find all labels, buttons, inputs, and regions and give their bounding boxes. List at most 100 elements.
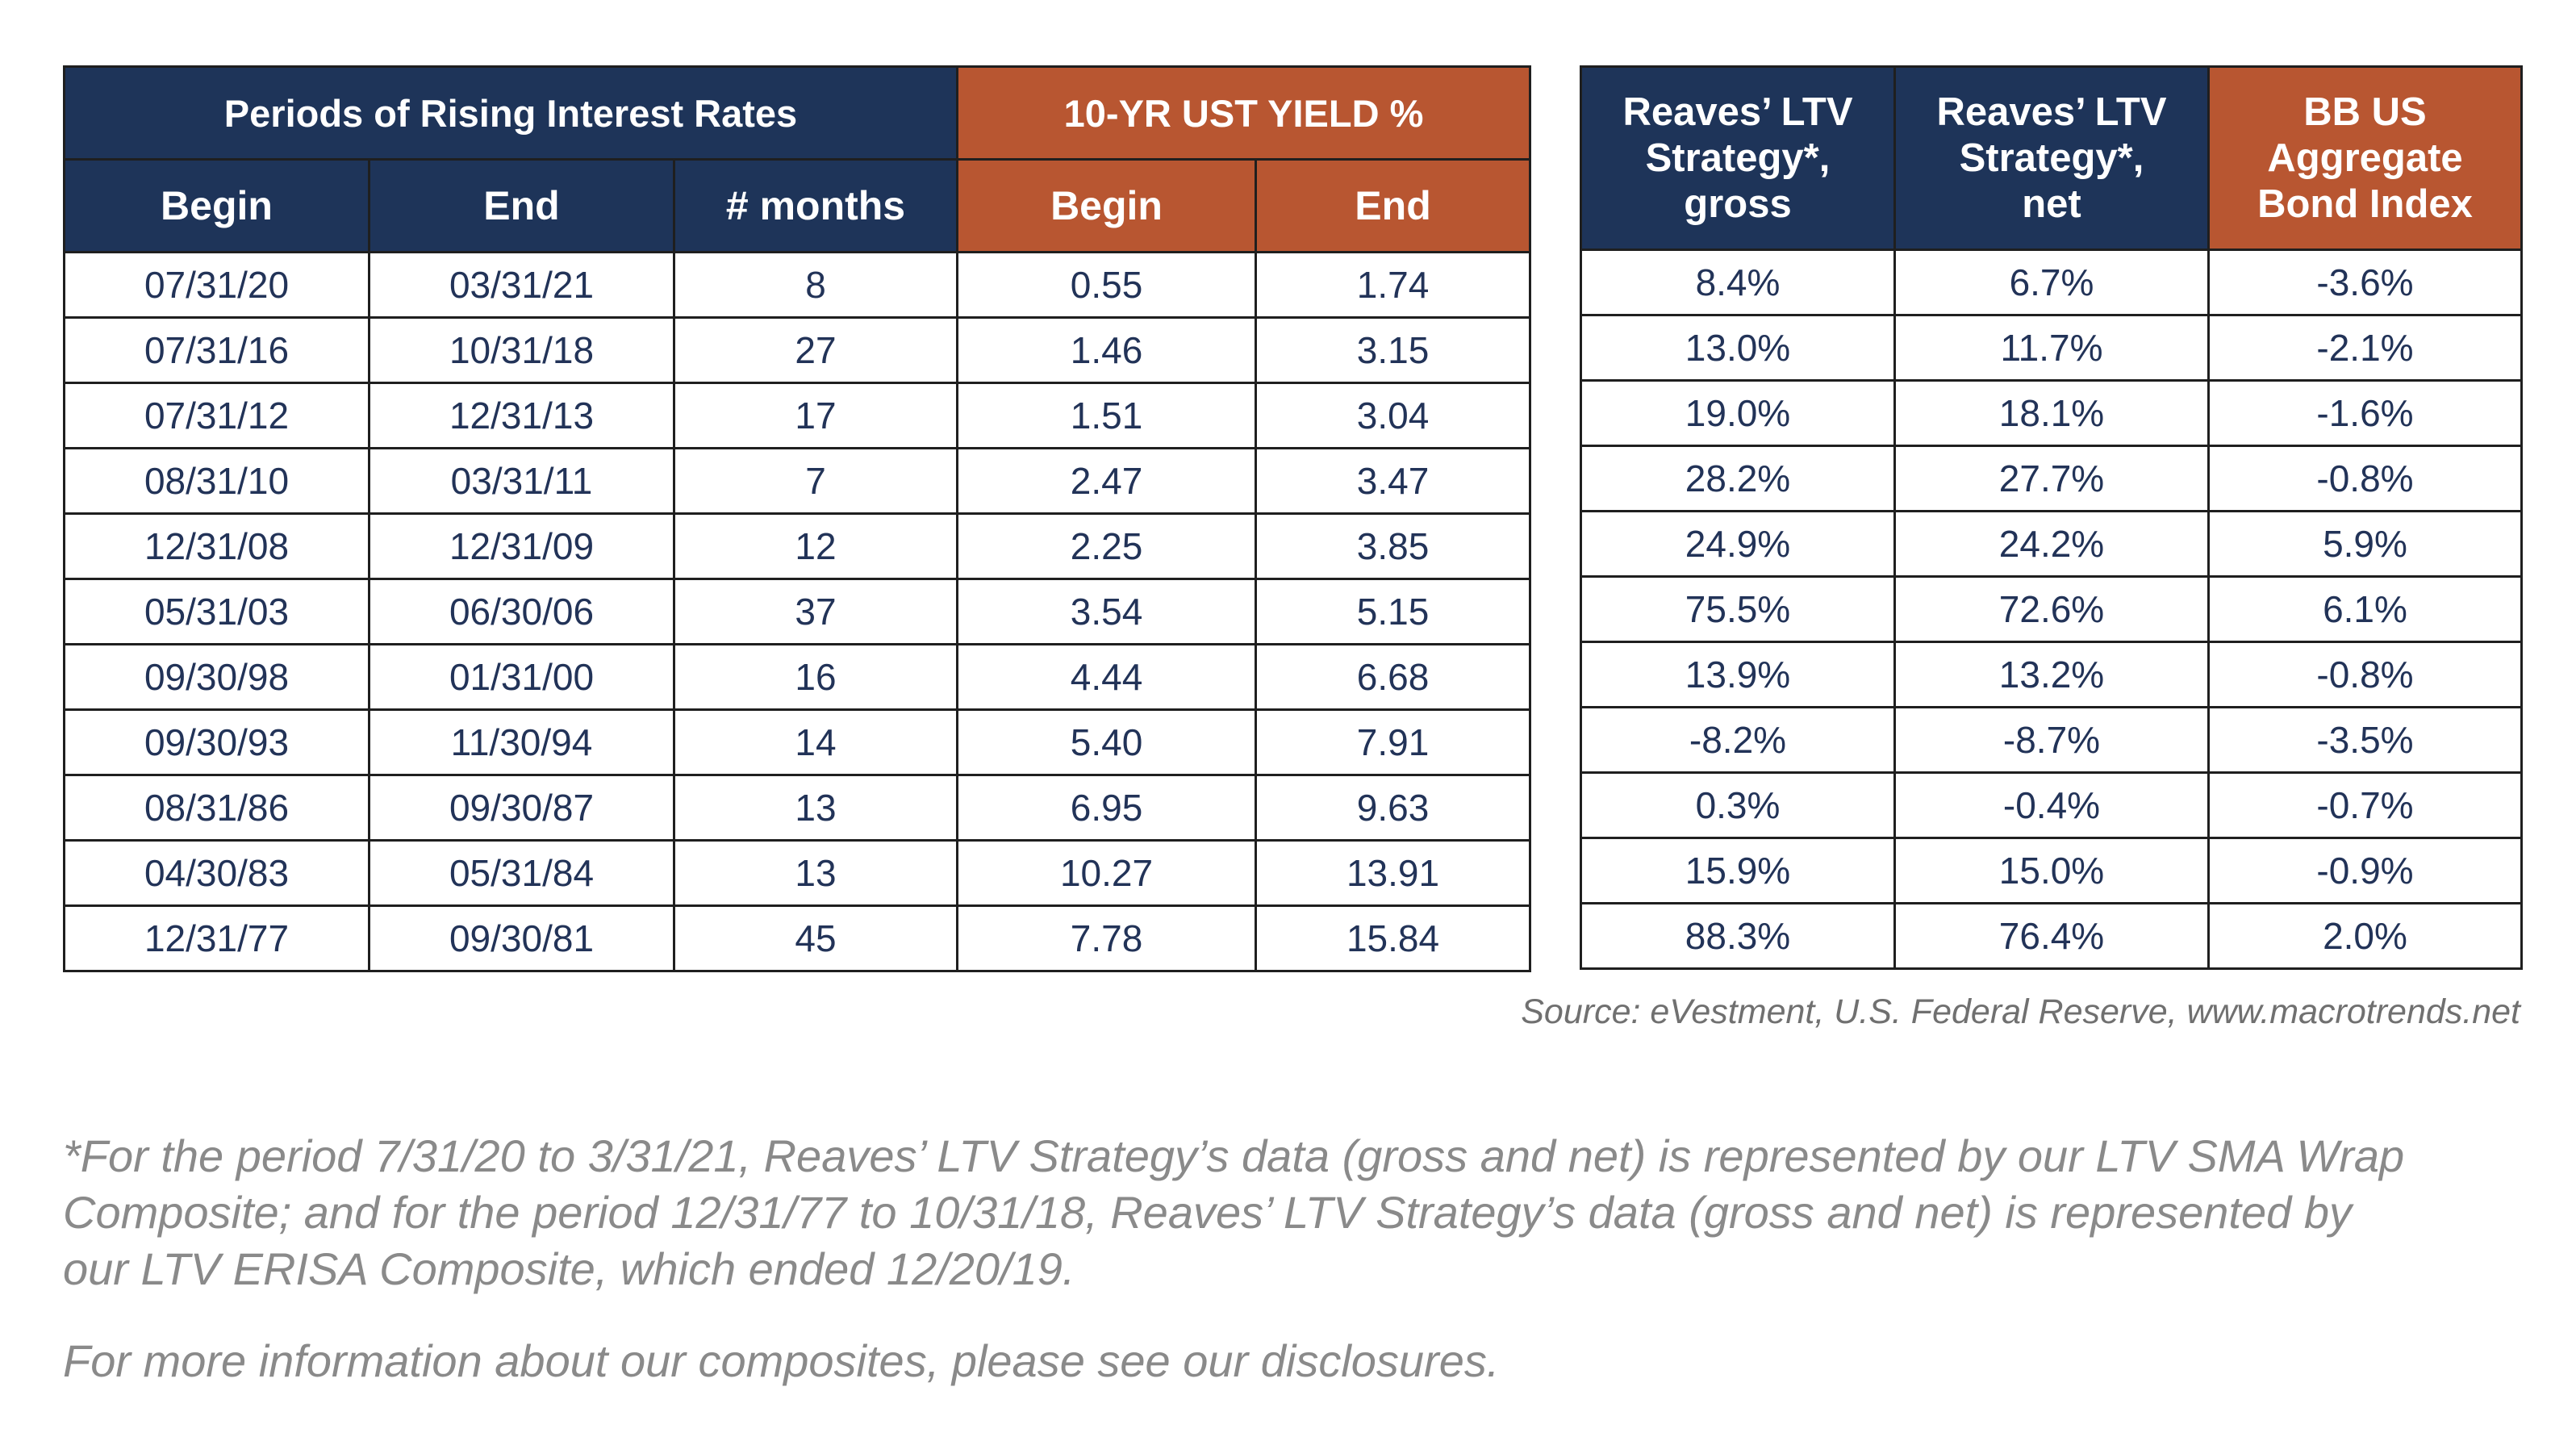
table-cell: 18.1% <box>1893 379 2210 447</box>
return-row: 15.9% 15.0% -0.9% <box>1580 837 2523 904</box>
table-cell: 45 <box>672 904 959 972</box>
table-cell: 17 <box>672 382 959 449</box>
table-cell: 2.0% <box>2207 902 2523 970</box>
end-date-header: End <box>368 158 675 253</box>
table-cell: -0.8% <box>2207 641 2523 708</box>
table-cell: 5.40 <box>956 708 1258 776</box>
table-cell: -3.6% <box>2207 249 2523 316</box>
table-cell: 72.6% <box>1893 575 2210 643</box>
table-cell: -0.4% <box>1893 771 2210 839</box>
table-cell: 04/30/83 <box>63 839 370 907</box>
table-cell: 12 <box>672 512 959 580</box>
rate-period-row: 07/31/12 12/31/13 17 1.51 3.04 <box>63 382 1532 449</box>
table-cell: 12/31/13 <box>368 382 675 449</box>
table-cell: 07/31/20 <box>63 251 370 319</box>
table-cell: 3.54 <box>956 578 1258 645</box>
rate-period-row: 09/30/98 01/31/00 16 4.44 6.68 <box>63 643 1532 711</box>
table-cell: 7.78 <box>956 904 1258 972</box>
table-cell: 14 <box>672 708 959 776</box>
ltv-gross-header-text: Reaves’ LTV Strategy*, gross <box>1622 90 1853 226</box>
periods-group-header: Periods of Rising Interest Rates <box>62 65 959 161</box>
table-cell: 0.55 <box>956 251 1258 319</box>
table-cell: 19.0% <box>1580 379 1896 447</box>
return-row: 88.3% 76.4% 2.0% <box>1580 902 2523 970</box>
disclosures-note: For more information about our composite… <box>63 1335 1500 1386</box>
table-cell: 09/30/98 <box>63 643 370 711</box>
table-cell: 13.9% <box>1580 641 1896 708</box>
table-cell: 6.1% <box>2207 575 2523 643</box>
return-row: 8.4% 6.7% -3.6% <box>1580 249 2523 316</box>
table-cell: 75.5% <box>1580 575 1896 643</box>
table-cell: 03/31/21 <box>368 251 675 319</box>
table-cell: -0.8% <box>2207 445 2523 512</box>
table-cell: 13.0% <box>1580 314 1896 382</box>
rate-period-row: 09/30/93 11/30/94 14 5.40 7.91 <box>63 708 1532 776</box>
rate-period-row: 07/31/20 03/31/21 8 0.55 1.74 <box>63 251 1532 319</box>
table-cell: 11.7% <box>1893 314 2210 382</box>
table-cell: 88.3% <box>1580 902 1896 970</box>
table-cell: 11/30/94 <box>368 708 675 776</box>
return-row: -8.2% -8.7% -3.5% <box>1580 706 2523 774</box>
table-cell: -0.9% <box>2207 837 2523 904</box>
return-row: 0.3% -0.4% -0.7% <box>1580 771 2523 839</box>
table-cell: -1.6% <box>2207 379 2523 447</box>
yield-begin-header: Begin <box>956 158 1258 253</box>
table-cell: 1.74 <box>1255 251 1532 319</box>
ltv-net-header: Reaves’ LTV Strategy*, net <box>1893 65 2210 251</box>
table-cell: 07/31/12 <box>63 382 370 449</box>
return-row: 13.0% 11.7% -2.1% <box>1580 314 2523 382</box>
return-row: 75.5% 72.6% 6.1% <box>1580 575 2523 643</box>
rate-period-row: 12/31/08 12/31/09 12 2.25 3.85 <box>63 512 1532 580</box>
table-cell: 1.51 <box>956 382 1258 449</box>
table-cell: 2.47 <box>956 447 1258 515</box>
table-cell: 06/30/06 <box>368 578 675 645</box>
table-cell: 6.7% <box>1893 249 2210 316</box>
table-cell: 76.4% <box>1893 902 2210 970</box>
table-cell: 28.2% <box>1580 445 1896 512</box>
return-row: 24.9% 24.2% 5.9% <box>1580 510 2523 578</box>
rate-period-row: 05/31/03 06/30/06 37 3.54 5.15 <box>63 578 1532 645</box>
rate-period-row: 04/30/83 05/31/84 13 10.27 13.91 <box>63 839 1532 907</box>
rate-period-row: 08/31/86 09/30/87 13 6.95 9.63 <box>63 774 1532 842</box>
table-cell: 37 <box>672 578 959 645</box>
table-cell: 05/31/84 <box>368 839 675 907</box>
bond-index-header: BB US Aggregate Bond Index <box>2207 65 2523 251</box>
table-cell: 16 <box>672 643 959 711</box>
table-cell: 2.25 <box>956 512 1258 580</box>
table-cell: 6.68 <box>1255 643 1532 711</box>
rate-period-row: 12/31/77 09/30/81 45 7.78 15.84 <box>63 904 1532 972</box>
table-cell: 0.3% <box>1580 771 1896 839</box>
table-cell: 8.4% <box>1580 249 1896 316</box>
rising-rates-table: Periods of Rising Interest Rates 10-YR U… <box>62 65 1532 972</box>
table-cell: 03/31/11 <box>368 447 675 515</box>
table-cell: 27.7% <box>1893 445 2210 512</box>
table-cell: 13.2% <box>1893 641 2210 708</box>
table-cell: 13 <box>672 839 959 907</box>
table-cell: 9.63 <box>1255 774 1532 842</box>
yield-group-header: 10-YR UST YIELD % <box>956 65 1532 161</box>
months-header: # months <box>672 158 959 253</box>
table-cell: 3.85 <box>1255 512 1532 580</box>
begin-date-header: Begin <box>63 158 370 253</box>
table-cell: 7 <box>672 447 959 515</box>
return-row: 28.2% 27.7% -0.8% <box>1580 445 2523 512</box>
table-cell: 6.95 <box>956 774 1258 842</box>
table-cell: 3.04 <box>1255 382 1532 449</box>
table-cell: 5.15 <box>1255 578 1532 645</box>
table-cell: 09/30/81 <box>368 904 675 972</box>
rate-period-row: 08/31/10 03/31/11 7 2.47 3.47 <box>63 447 1532 515</box>
table-cell: 08/31/86 <box>63 774 370 842</box>
table-cell: 15.84 <box>1255 904 1532 972</box>
table-cell: 7.91 <box>1255 708 1532 776</box>
table-cell: -2.1% <box>2207 314 2523 382</box>
table-cell: 24.9% <box>1580 510 1896 578</box>
ltv-gross-header: Reaves’ LTV Strategy*, gross <box>1580 65 1896 251</box>
table-cell: 07/31/16 <box>63 316 370 384</box>
table-cell: 1.46 <box>956 316 1258 384</box>
bond-index-header-text: BB US Aggregate Bond Index <box>2257 90 2473 226</box>
composite-footnote: *For the period 7/31/20 to 3/31/21, Reav… <box>63 1130 2405 1294</box>
table-cell: 8 <box>672 251 959 319</box>
table-cell: 15.9% <box>1580 837 1896 904</box>
table-cell: 09/30/87 <box>368 774 675 842</box>
returns-table-body: 8.4% 6.7% -3.6% 13.0% 11.7% -2.1% 19.0% 18.1% -1… <box>1580 249 2523 970</box>
